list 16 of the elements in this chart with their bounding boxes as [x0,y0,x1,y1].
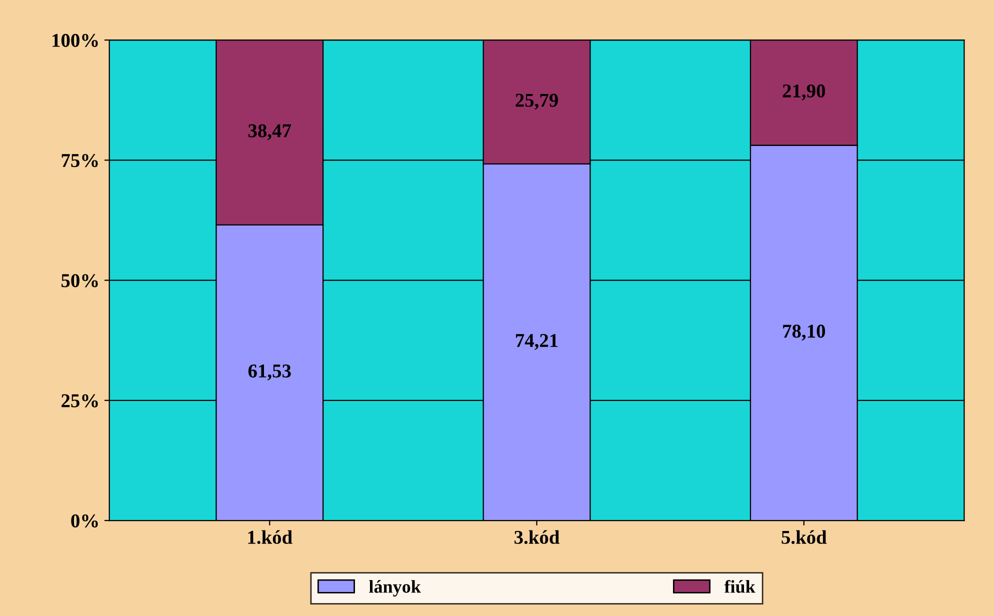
y-tick-label: 0% [71,514,98,528]
x-tick-label: 1.kód [248,530,292,544]
data-label: 21,90 [782,84,826,100]
y-tick-label: 75% [62,154,98,168]
data-label: 78,10 [783,324,826,341]
y-tick-label: 50% [62,274,98,288]
legend-label: fiúk [724,580,756,593]
data-label: 74,21 [516,334,558,350]
x-tick-label: 5.kód [782,530,827,544]
data-label: 61,53 [248,364,291,380]
data-label: 38,47 [248,124,292,140]
legend-label: lányok [369,580,421,597]
y-tick-label: 100% [52,34,98,48]
y-tick-label: 25% [62,394,98,408]
data-label: 25,79 [516,94,558,110]
x-tick-label: 3.kód [514,530,560,544]
